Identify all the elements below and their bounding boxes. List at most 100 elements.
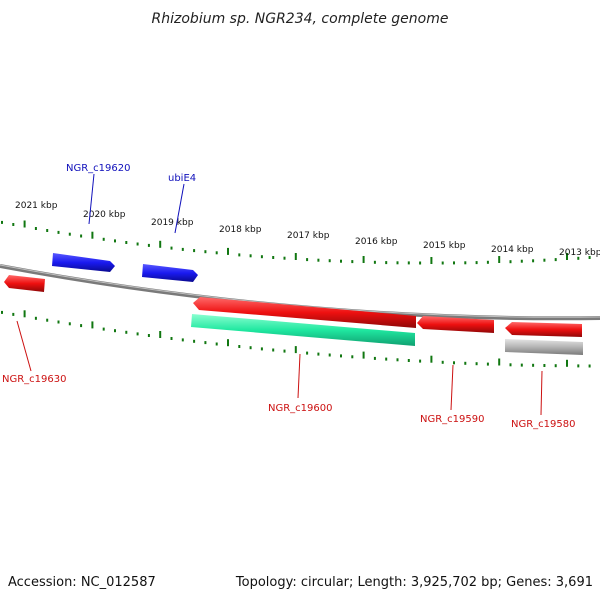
scale-tick-inner-minor bbox=[283, 349, 286, 353]
scale-tick-outer-minor bbox=[554, 258, 557, 262]
scale-tick-inner-minor bbox=[340, 354, 342, 358]
rna-feature-bar[interactable] bbox=[191, 314, 415, 346]
scale-tick-outer-minor bbox=[57, 230, 60, 234]
scale-tick-inner-major bbox=[227, 339, 229, 347]
scale-tick-inner-minor bbox=[396, 358, 399, 362]
scale-tick-inner-minor bbox=[34, 316, 37, 320]
scale-tick-outer-minor bbox=[249, 254, 252, 258]
scale-tick-outer-minor bbox=[385, 261, 388, 265]
scale-tick-inner-minor bbox=[260, 347, 263, 351]
scale-ticks-inner bbox=[1, 310, 591, 368]
scale-tick-outer-minor bbox=[170, 246, 173, 250]
callout-line-ngr-c19580 bbox=[540, 370, 543, 416]
gene-ubie4-arrow[interactable] bbox=[142, 264, 198, 282]
scale-tick-outer-minor bbox=[419, 261, 422, 265]
scale-tick-inner-minor bbox=[317, 352, 320, 356]
scale-tick-outer-major bbox=[159, 240, 162, 248]
scale-tick-outer-minor bbox=[238, 253, 241, 257]
gene-callouts: NGR_c19620 ubiE4 NGR_c19630 NGR_c19600 N… bbox=[2, 163, 576, 430]
scale-tick-inner-minor bbox=[385, 357, 388, 361]
scale-tick-inner-minor bbox=[475, 362, 478, 366]
scale-label-2021: 2021 kbp bbox=[15, 201, 58, 211]
scale-tick-outer-minor bbox=[147, 243, 150, 247]
scale-tick-outer-minor bbox=[351, 260, 354, 264]
scale-tick-outer-minor bbox=[441, 261, 444, 265]
scale-tick-outer-minor bbox=[532, 259, 535, 263]
scale-tick-outer-major bbox=[227, 247, 229, 255]
gene-ngr-c19630-arrow[interactable] bbox=[4, 275, 45, 292]
scale-tick-outer-minor bbox=[34, 227, 37, 230]
scale-tick-outer-minor bbox=[543, 258, 546, 262]
scale-tick-inner-minor bbox=[114, 329, 116, 333]
scale-tick-inner-minor bbox=[46, 318, 49, 322]
scale-ticks-outer bbox=[1, 220, 591, 265]
scale-tick-inner-minor bbox=[351, 355, 354, 359]
gene-label-ngr-c19630[interactable]: NGR_c19630 bbox=[2, 374, 67, 385]
scale-tick-inner-minor bbox=[170, 337, 173, 340]
callout-line-ngr-c19590 bbox=[450, 364, 454, 411]
scale-tick-inner-minor bbox=[328, 353, 331, 357]
scale-label-2016: 2016 kbp bbox=[355, 237, 398, 247]
scale-tick-inner-minor bbox=[125, 330, 128, 334]
scale-tick-inner-minor bbox=[554, 364, 557, 368]
scale-tick-inner-minor bbox=[453, 361, 455, 365]
scale-tick-outer-minor bbox=[283, 256, 286, 260]
gene-label-ubie4[interactable]: ubiE4 bbox=[168, 173, 196, 184]
scale-tick-inner-major bbox=[23, 310, 26, 318]
scale-label-2013: 2013 kbp bbox=[559, 248, 600, 258]
gene-ngr-c19620-arrow[interactable] bbox=[52, 253, 115, 272]
scale-label-2019: 2019 kbp bbox=[151, 218, 194, 228]
scale-tick-inner-minor bbox=[441, 360, 444, 364]
pseudo-gene-bar[interactable] bbox=[505, 339, 583, 355]
scale-label-2020: 2020 kbp bbox=[83, 210, 126, 220]
scale-tick-outer-minor bbox=[486, 260, 489, 264]
scale-label-2017: 2017 kbp bbox=[287, 231, 330, 241]
scale-tick-inner-minor bbox=[193, 339, 196, 343]
scale-labels: 2021 kbp 2020 kbp 2019 kbp 2018 kbp 2017… bbox=[15, 201, 600, 258]
scale-tick-inner-minor bbox=[204, 341, 207, 345]
scale-tick-inner-minor bbox=[588, 364, 591, 368]
scale-tick-inner-major bbox=[430, 355, 433, 363]
scale-tick-outer-major bbox=[91, 231, 94, 239]
scale-tick-inner-minor bbox=[68, 322, 71, 326]
scale-tick-outer-minor bbox=[102, 237, 105, 241]
gene-label-ngr-c19600[interactable]: NGR_c19600 bbox=[268, 403, 333, 414]
gene-ngr-c19580-arrow[interactable] bbox=[505, 322, 582, 337]
scale-tick-inner-minor bbox=[577, 364, 580, 368]
scale-tick-inner-major bbox=[294, 346, 297, 354]
scale-tick-inner-minor bbox=[306, 351, 309, 355]
gene-label-ngr-c19590[interactable]: NGR_c19590 bbox=[420, 414, 485, 425]
scale-tick-inner-major bbox=[566, 359, 568, 367]
scale-tick-inner-minor bbox=[419, 359, 422, 363]
gene-ngr-c19600-arrow[interactable] bbox=[193, 297, 416, 328]
scale-tick-inner-minor bbox=[1, 310, 3, 314]
scale-tick-outer-major bbox=[566, 253, 568, 260]
scale-tick-outer-minor bbox=[215, 251, 218, 255]
scale-tick-outer-minor bbox=[1, 220, 3, 224]
gene-label-ngr-c19620[interactable]: NGR_c19620 bbox=[66, 163, 131, 174]
scale-tick-outer-minor bbox=[181, 247, 184, 251]
scale-tick-outer-minor bbox=[46, 229, 49, 232]
scale-tick-inner-minor bbox=[373, 356, 376, 360]
scale-tick-outer-minor bbox=[464, 261, 467, 265]
gene-ngr-c19590-arrow[interactable] bbox=[417, 316, 494, 333]
scale-tick-inner-major bbox=[362, 351, 365, 359]
scale-tick-outer-minor bbox=[475, 261, 478, 265]
scale-tick-inner-minor bbox=[272, 348, 275, 352]
scale-tick-outer-minor bbox=[520, 259, 523, 263]
scale-tick-outer-minor bbox=[340, 259, 342, 263]
scale-tick-outer-minor bbox=[272, 256, 275, 259]
scale-tick-outer-minor bbox=[588, 256, 591, 259]
scale-label-2018: 2018 kbp bbox=[219, 225, 262, 235]
gene-label-ngr-c19580[interactable]: NGR_c19580 bbox=[511, 419, 576, 430]
scale-tick-outer-minor bbox=[68, 232, 71, 236]
scale-tick-inner-minor bbox=[12, 312, 15, 316]
scale-tick-inner-minor bbox=[136, 332, 139, 336]
scale-tick-outer-minor bbox=[204, 250, 207, 254]
scale-tick-outer-minor bbox=[328, 259, 331, 263]
gene-features bbox=[4, 253, 583, 355]
scale-tick-outer-minor bbox=[80, 234, 83, 238]
scale-tick-inner-major bbox=[498, 358, 501, 366]
scale-tick-inner-minor bbox=[57, 320, 60, 324]
